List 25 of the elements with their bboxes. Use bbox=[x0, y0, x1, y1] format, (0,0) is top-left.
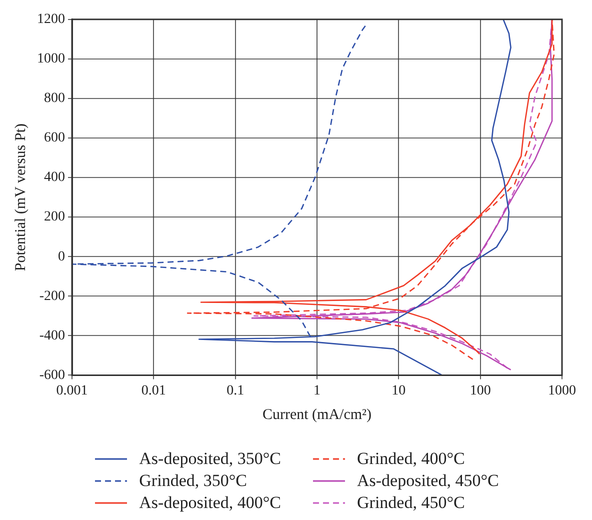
y-tick-label: 800 bbox=[44, 91, 65, 106]
y-tick-label: 400 bbox=[44, 170, 65, 186]
x-tick-label: 1000 bbox=[548, 383, 576, 398]
x-tick-label: 0.01 bbox=[141, 383, 166, 398]
y-tick-label: 0 bbox=[58, 249, 65, 264]
y-axis-title: Potential (mV versus Pt) bbox=[12, 123, 29, 272]
x-tick-label: 100 bbox=[470, 383, 491, 398]
y-tick-label: 1000 bbox=[37, 52, 65, 67]
y-tick-label: -200 bbox=[39, 288, 65, 304]
x-tick-label: 10 bbox=[392, 383, 406, 398]
x-tick-label: 0.001 bbox=[56, 383, 88, 398]
x-axis-title: Current (mA/cm²) bbox=[262, 406, 372, 423]
legend-label: Grinded, 350°C bbox=[139, 470, 247, 492]
legend-label: As-deposited, 400°C bbox=[139, 492, 281, 514]
legend-label: As-deposited, 350°C bbox=[139, 448, 281, 470]
x-tick-label: 1 bbox=[314, 383, 320, 398]
legend-label: Grinded, 450°C bbox=[357, 492, 465, 514]
y-tick-label: 1200 bbox=[37, 12, 65, 28]
x-tick-label: 0.1 bbox=[226, 383, 244, 398]
y-tick-label: 200 bbox=[44, 210, 65, 225]
y-tick-label: -400 bbox=[39, 328, 65, 344]
legend-label: As-deposited, 450°C bbox=[357, 470, 499, 492]
legend-label: Grinded, 400°C bbox=[357, 448, 465, 470]
y-tick-label: 600 bbox=[44, 130, 65, 146]
y-tick-label: -600 bbox=[39, 368, 65, 383]
